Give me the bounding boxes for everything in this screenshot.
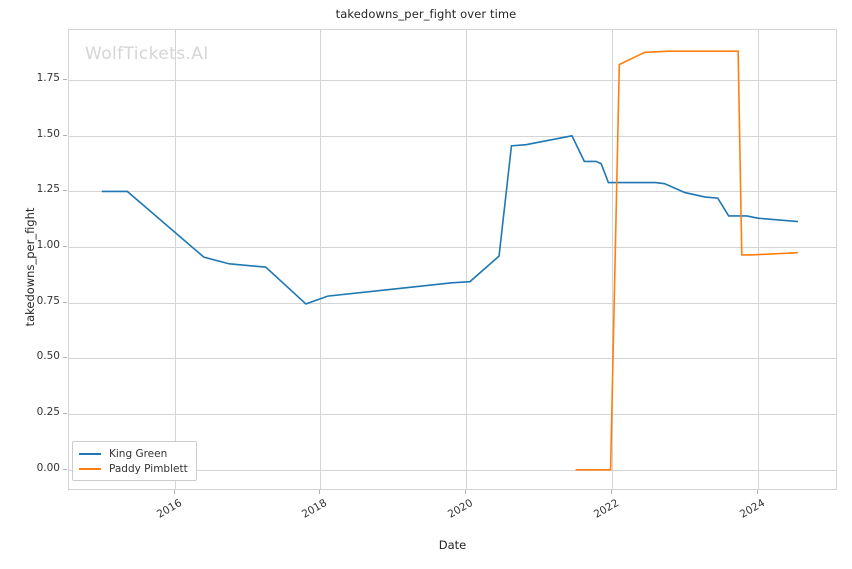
y-axis-tick-mark — [63, 190, 67, 191]
series-layer — [101, 50, 798, 471]
y-axis-tick-label: 1.75 — [36, 72, 60, 85]
x-axis-tick-label: 2018 — [300, 497, 330, 521]
chart-legend: King Green Paddy Pimblett — [72, 441, 197, 481]
y-axis-tick-mark — [63, 469, 67, 470]
series-line — [101, 134, 798, 305]
y-axis-tick-label: 1.00 — [36, 239, 60, 252]
gridline-horizontal — [69, 191, 836, 192]
plot-area: WolfTickets.AI — [68, 29, 837, 490]
x-axis-tick-label: 2022 — [591, 497, 622, 521]
y-axis-label: takedowns_per_fight — [23, 207, 37, 327]
gridline-horizontal — [69, 136, 836, 137]
gridline-horizontal — [69, 470, 836, 471]
y-axis-tick-mark — [63, 79, 67, 80]
legend-color-swatch — [79, 452, 101, 455]
gridline-horizontal — [69, 303, 836, 304]
y-axis-tick-label: 0.00 — [36, 461, 60, 474]
legend-item[interactable]: Paddy Pimblett — [79, 461, 188, 476]
y-axis-tick-mark — [63, 357, 67, 358]
legend-item[interactable]: King Green — [79, 446, 188, 461]
x-axis-tick-mark — [611, 490, 612, 494]
y-axis-tick-mark — [63, 246, 67, 247]
gridline-horizontal — [69, 80, 836, 81]
legend-label: King Green — [109, 447, 168, 460]
legend-label: Paddy Pimblett — [109, 462, 188, 475]
series-line — [575, 50, 798, 471]
x-axis-label: Date — [438, 538, 467, 552]
gridline-horizontal — [69, 414, 836, 415]
x-axis-tick-mark — [757, 490, 758, 494]
x-axis-tick-mark — [465, 490, 466, 494]
y-axis-tick-mark — [63, 302, 67, 303]
y-axis-tick-label: 0.50 — [36, 350, 60, 363]
gridline-vertical — [175, 30, 176, 489]
gridline-vertical — [320, 30, 321, 489]
y-axis-tick-label: 0.75 — [36, 294, 60, 307]
gridline-horizontal — [69, 358, 836, 359]
y-axis-tick-mark — [63, 413, 67, 414]
y-axis-tick-label: 0.25 — [36, 406, 60, 419]
legend-color-swatch — [79, 467, 101, 470]
y-axis-tick-label: 1.50 — [36, 127, 60, 140]
x-axis-tick-mark — [174, 490, 175, 494]
x-axis-tick-label: 2020 — [446, 497, 476, 521]
gridline-vertical — [466, 30, 467, 489]
gridline-vertical — [612, 30, 613, 489]
x-axis-tick-label: 2016 — [154, 497, 184, 521]
y-axis-tick-label: 1.25 — [36, 183, 60, 196]
gridline-horizontal — [69, 247, 836, 248]
y-axis-tick-mark — [63, 135, 67, 136]
gridline-vertical — [758, 30, 759, 489]
x-axis-tick-mark — [319, 490, 320, 494]
chart-title: takedowns_per_fight over time — [335, 7, 517, 21]
x-axis-tick-label: 2024 — [737, 497, 767, 521]
